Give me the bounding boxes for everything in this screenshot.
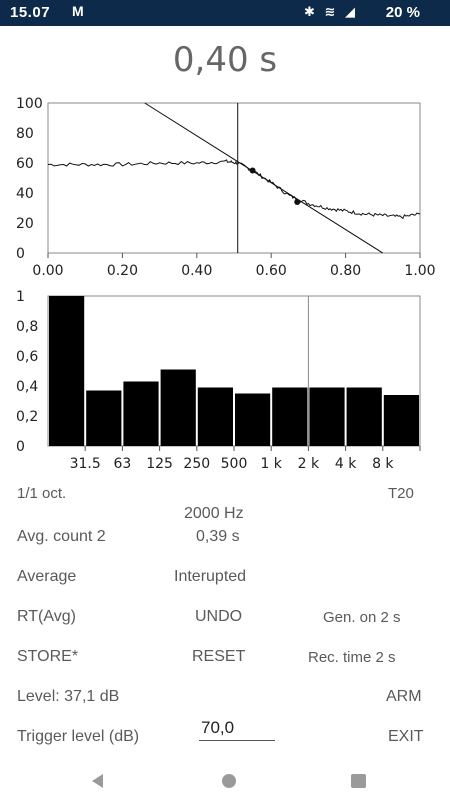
rt-avg-button[interactable]: RT(Avg) <box>17 608 76 625</box>
band-bar[interactable] <box>197 387 233 447</box>
reset-button[interactable]: RESET <box>192 648 246 665</box>
undo-button[interactable]: UNDO <box>195 608 243 625</box>
gen-on-button[interactable]: Gen. on 2 s <box>323 609 401 626</box>
band-y-tick-label: 0,2 <box>16 409 38 425</box>
band-bar[interactable] <box>383 395 419 446</box>
connectivity-icons: ✱ ≋ ◢ <box>303 4 358 19</box>
home-icon[interactable] <box>222 774 236 788</box>
band-bar[interactable] <box>272 387 308 447</box>
band-y-tick-label: 0,4 <box>16 379 38 395</box>
marker-point <box>294 199 301 205</box>
band-x-label: 2 k <box>298 456 320 472</box>
band-x-label: 125 <box>146 456 173 472</box>
decay-y-tick-label: 40 <box>16 186 34 202</box>
band-x-label: 500 <box>221 456 248 472</box>
arm-button[interactable]: ARM <box>386 688 422 705</box>
decay-y-tick-label: 60 <box>16 156 34 172</box>
battery-icon: 20 % <box>385 4 420 21</box>
avg-value-label: 0,39 s <box>196 528 240 545</box>
decay-x-tick-label: 0.20 <box>107 263 138 279</box>
decay-x-tick-label: 0.00 <box>32 263 63 279</box>
band-y-tick-label: 0,6 <box>16 349 38 365</box>
band-y-tick-label: 0,8 <box>16 319 38 335</box>
decay-curve <box>47 159 421 220</box>
status-bar: 15.07 M ✱ ≋ ◢ 20 % <box>0 0 450 26</box>
octave-label: 1/1 oct. <box>17 485 67 502</box>
decay-y-tick-label: 80 <box>16 126 34 142</box>
band-y-tick-label: 0 <box>16 439 25 455</box>
average-button[interactable]: Average <box>17 568 77 585</box>
band-x-label: 250 <box>183 456 210 472</box>
band-bar[interactable] <box>123 381 159 447</box>
marker-point <box>249 167 256 174</box>
decay-y-tick-label: 20 <box>16 216 34 232</box>
gmail-icon: M <box>72 3 84 19</box>
band-x-label: 8 k <box>372 456 394 472</box>
frequency-label: 2000 Hz <box>184 505 244 522</box>
decay-y-tick-label: 0 <box>16 246 25 262</box>
decay-x-tick-label: 0.60 <box>256 263 287 279</box>
t-mode-label: T20 <box>388 485 414 502</box>
store-button[interactable]: STORE* <box>17 648 79 665</box>
band-bar[interactable] <box>346 387 382 447</box>
avg-count-label: Avg. count 2 <box>17 528 106 545</box>
decay-y-tick-label: 100 <box>16 96 43 112</box>
decay-x-tick-label: 0.40 <box>181 263 212 279</box>
trigger-level-label: Trigger level (dB) <box>17 728 140 745</box>
recent-apps-icon[interactable] <box>351 774 366 788</box>
band-y-tick-label: 1 <box>16 289 25 305</box>
band-x-label: 1 k <box>260 456 282 472</box>
band-x-label: 4 k <box>335 456 357 472</box>
decay-x-tick-label: 0.80 <box>330 263 361 279</box>
back-icon[interactable] <box>92 774 103 788</box>
trigger-level-input[interactable] <box>199 716 275 741</box>
band-bar[interactable] <box>235 393 271 447</box>
reverb-time-display: 0,40 s <box>172 40 278 80</box>
band-x-label: 31.5 <box>70 456 101 472</box>
band-chart: 1 0,8 0,6 0,4 0,2 0 31.5 63 125 250 500 1 k 2 k 4 k 8… <box>16 289 421 472</box>
band-bar[interactable] <box>309 387 345 447</box>
band-bar[interactable] <box>49 296 85 446</box>
decay-x-tick-label: 1.00 <box>404 263 435 279</box>
navigation-bar <box>0 762 450 800</box>
interrupted-button[interactable]: Interupted <box>174 568 247 585</box>
band-bar[interactable] <box>86 390 122 447</box>
exit-button[interactable]: EXIT <box>388 728 424 745</box>
regression-line <box>144 102 384 254</box>
rec-time-button[interactable]: Rec. time 2 s <box>308 649 396 666</box>
decay-plot-frame <box>47 102 421 254</box>
status-time: 15.07 <box>10 4 51 21</box>
band-bar[interactable] <box>160 369 196 447</box>
decay-chart: 100 80 60 40 20 0 0.00 0.20 0.40 0.60 0.80 1.00 <box>16 96 436 279</box>
level-readout: Level: 37,1 dB <box>17 688 120 705</box>
band-x-label: 63 <box>113 456 131 472</box>
